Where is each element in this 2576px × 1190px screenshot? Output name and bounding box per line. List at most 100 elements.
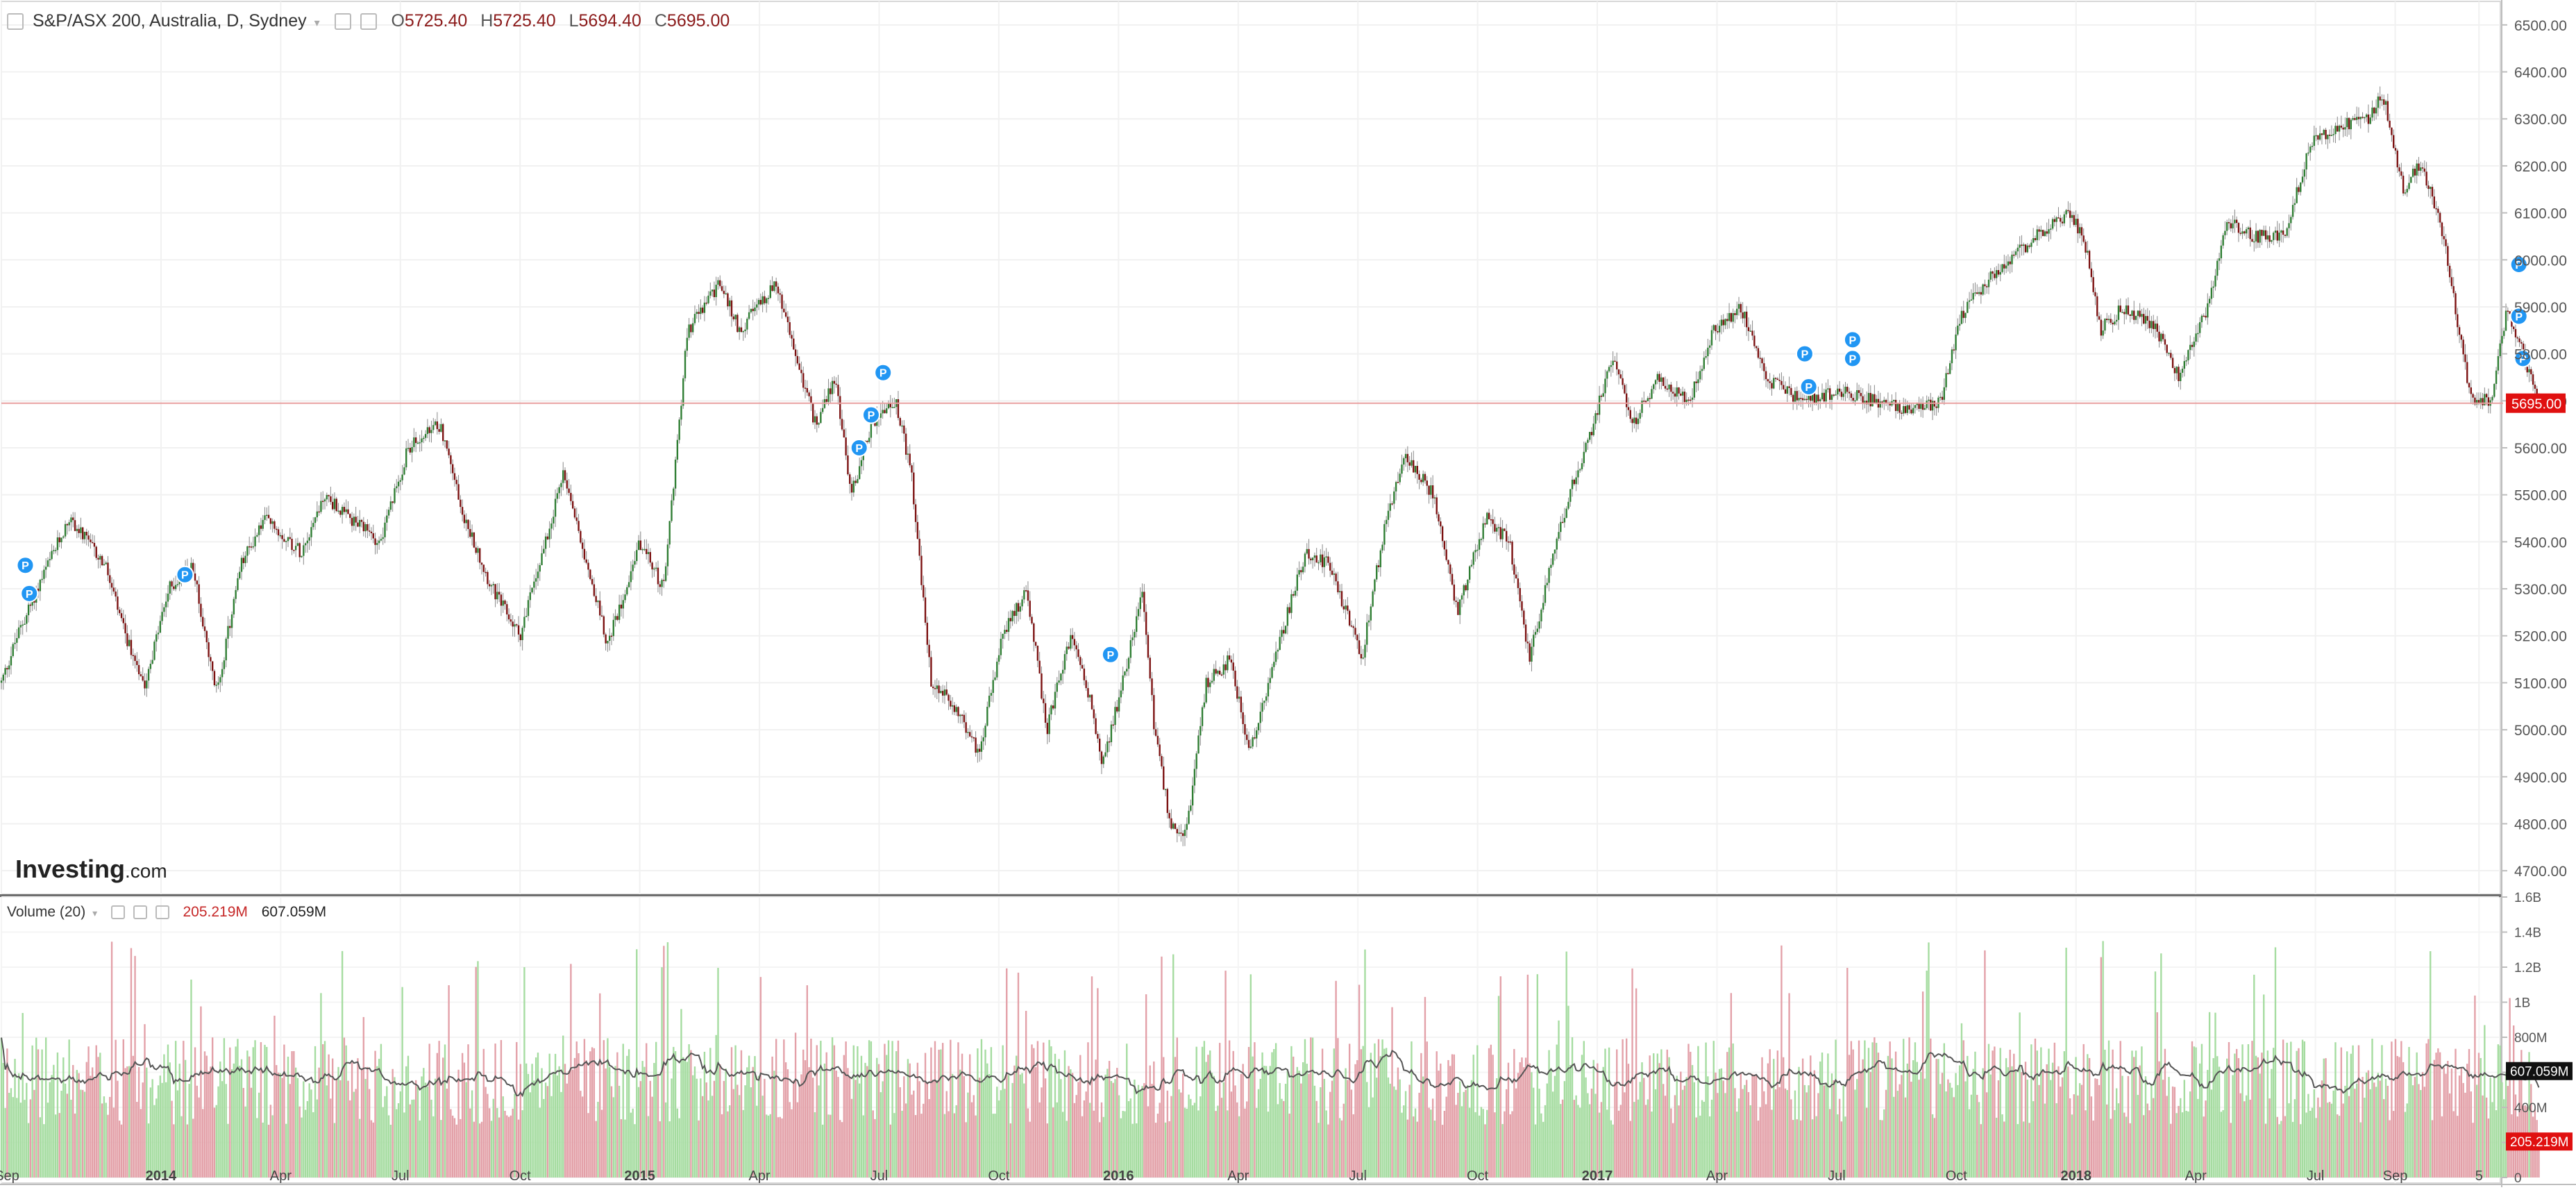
candle-body	[2069, 210, 2071, 218]
volume-bar	[1889, 1041, 1891, 1178]
candle-body	[1077, 649, 1079, 657]
candle-body	[1242, 712, 1244, 724]
candle-body	[756, 304, 758, 308]
volume-bar	[2143, 1115, 2145, 1178]
candle-body	[328, 494, 330, 496]
volume-bar	[341, 950, 344, 1178]
p-marker[interactable]: P	[861, 405, 880, 424]
candle-body	[913, 472, 915, 505]
volume-bar	[31, 1045, 33, 1178]
candle-body	[1668, 384, 1670, 389]
p-marker-label: P	[1849, 353, 1857, 365]
candle-body	[1573, 479, 1576, 485]
volume-bar	[155, 1098, 158, 1178]
time-axis[interactable]: Sep2014AprJulOct2015AprJulOct2016AprJulO…	[0, 1168, 2483, 1184]
p-marker[interactable]: P	[850, 439, 868, 457]
p-marker[interactable]: P	[176, 565, 194, 584]
volume-bar	[1801, 1058, 1804, 1178]
p-marker[interactable]: P	[1795, 344, 1814, 363]
p-marker[interactable]: P	[874, 363, 893, 382]
volume-axis[interactable]: 1.6B1.4B1.2B1B800M600M400M200M0607.059M2…	[2502, 891, 2573, 1186]
volume-bar	[2328, 1102, 2331, 1178]
candle-body	[1592, 424, 1594, 435]
candle-body	[1438, 514, 1440, 522]
candle-body	[2119, 305, 2121, 312]
symbol-title[interactable]: S&P/ASX 200, Australia, D, Sydney	[32, 11, 307, 31]
candle-body	[1538, 621, 1540, 629]
volume-bar	[1687, 1044, 1690, 1178]
candle-body	[1293, 594, 1295, 596]
candle-body	[1265, 696, 1268, 701]
volume-bar	[1732, 1043, 1734, 1178]
candle-body	[1474, 550, 1476, 553]
candle-body	[110, 583, 113, 588]
candle-body	[1674, 393, 1676, 397]
volume-bar	[1013, 1065, 1016, 1178]
p-marker[interactable]: P	[2509, 307, 2528, 326]
candle-body	[544, 536, 547, 549]
candle-body	[2055, 217, 2057, 222]
volume-bar	[534, 1057, 537, 1178]
price-axis[interactable]: 6500.006400.006300.006200.006100.006000.…	[2502, 18, 2567, 880]
volume-bar	[924, 1053, 927, 1178]
hide-icon[interactable]	[360, 13, 377, 31]
p-marker[interactable]: P	[16, 556, 35, 575]
volume-bar	[961, 1053, 963, 1178]
volume-bar	[1139, 1089, 1141, 1178]
candle-body	[1081, 664, 1084, 669]
volume-bar	[2073, 1094, 2075, 1178]
volume-dropdown-icon[interactable]: ▾	[92, 907, 98, 919]
p-marker[interactable]: P	[2509, 255, 2528, 274]
volume-bar	[1808, 1085, 1810, 1178]
candle-body	[794, 349, 797, 356]
volume-bar	[312, 1112, 314, 1178]
volume-bar	[1999, 1048, 2001, 1178]
volume-bar	[2455, 1048, 2457, 1178]
collapse-icon[interactable]	[7, 13, 24, 31]
candle-body	[211, 661, 214, 671]
p-marker[interactable]: P	[1843, 330, 1862, 349]
volume-close-icon[interactable]	[155, 905, 169, 920]
candle-body	[1517, 578, 1519, 589]
candle-body	[2009, 261, 2011, 265]
volume-bar	[1786, 1090, 1788, 1178]
candle-body	[711, 290, 714, 292]
candle-body	[492, 584, 494, 585]
candle-body	[1778, 380, 1781, 381]
volume-bar	[2344, 1085, 2346, 1178]
candle-body	[237, 578, 239, 590]
candle-body	[1472, 552, 1474, 565]
volume-hide-icon[interactable]	[133, 905, 147, 920]
candle-body	[558, 487, 560, 494]
volume-bar	[850, 1098, 853, 1178]
candle-body	[2534, 385, 2536, 389]
symbol-dropdown-icon[interactable]: ▾	[314, 17, 320, 29]
volume-bar	[847, 1068, 849, 1178]
volume-bar	[2383, 1099, 2385, 1178]
candle-body	[489, 584, 491, 587]
volume-bar	[1763, 1091, 1765, 1178]
p-marker[interactable]: P	[1799, 378, 1818, 396]
volume-title[interactable]: Volume (20)	[7, 904, 86, 920]
p-marker[interactable]: P	[2514, 349, 2532, 368]
candle-body	[1034, 642, 1037, 646]
candle-body	[750, 308, 752, 312]
p-marker[interactable]: P	[20, 584, 39, 603]
volume-bar	[1776, 1050, 1779, 1178]
p-marker[interactable]: P	[1101, 645, 1120, 664]
volume-settings-icon[interactable]	[110, 905, 125, 920]
volume-bar	[1352, 1114, 1354, 1178]
volume-bar	[514, 1093, 516, 1178]
candle-body	[1294, 590, 1297, 596]
volume-tick-label: 800M	[2514, 1031, 2548, 1046]
volume-bar	[1244, 1108, 1246, 1178]
volume-bar	[543, 1098, 545, 1178]
candle-body	[2040, 230, 2042, 232]
candle-body	[2464, 354, 2466, 362]
settings-icon[interactable]	[334, 13, 351, 31]
p-marker[interactable]: P	[1843, 349, 1862, 368]
candle-body	[2121, 312, 2123, 313]
volume-bar	[798, 1084, 800, 1178]
